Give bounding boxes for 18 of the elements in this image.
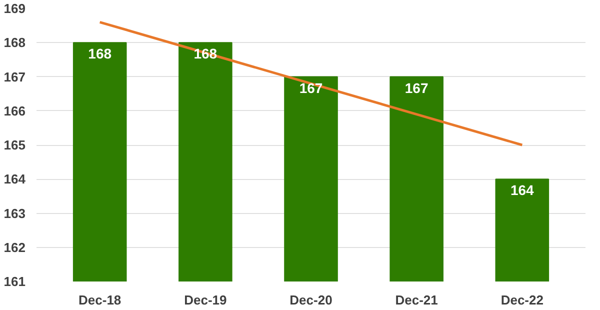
y-tick-label: 168 (4, 35, 26, 50)
y-tick-label: 164 (4, 172, 26, 187)
y-tick-label: 161 (4, 274, 26, 289)
data-label: 167 (404, 80, 428, 96)
x-tick-label: Dec-18 (78, 292, 122, 308)
y-tick-label: 165 (4, 138, 26, 152)
data-label: 168 (88, 46, 112, 62)
y-tick-label: 169 (4, 1, 26, 16)
y-tick-label: 162 (4, 240, 26, 255)
x-tick-label: Dec-21 (395, 292, 438, 308)
y-tick-label: 166 (4, 103, 26, 118)
y-tick-label: 163 (4, 206, 26, 221)
x-tick-label: Dec-19 (184, 292, 227, 308)
data-label: 164 (510, 182, 534, 198)
data-label: 167 (299, 80, 323, 96)
x-tick-label: Dec-20 (290, 292, 332, 308)
x-tick-label: Dec-22 (500, 292, 544, 308)
y-tick-label: 167 (4, 69, 26, 84)
